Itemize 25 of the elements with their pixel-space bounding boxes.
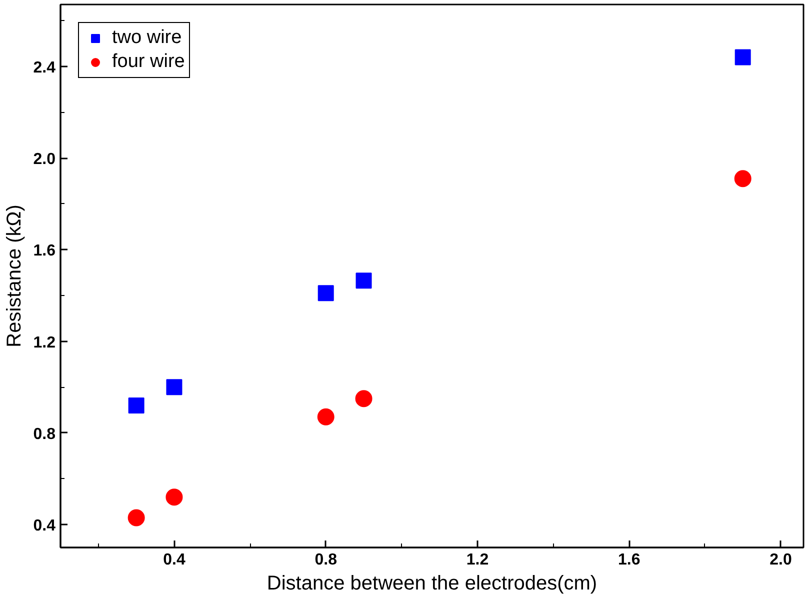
y-axis-title: Resistance (kΩ) xyxy=(3,204,26,348)
y-tick-label: 1.2 xyxy=(33,334,56,352)
y-tick-label: 2.4 xyxy=(33,59,56,76)
point xyxy=(317,408,334,426)
x-tick-label: 1.2 xyxy=(466,552,489,568)
point xyxy=(128,509,145,526)
x-tick-label: 0.8 xyxy=(314,552,338,568)
legend-label: two wire xyxy=(112,27,182,49)
point xyxy=(128,397,144,414)
x-axis-title: Distance between the electrodes(cm) xyxy=(266,572,598,594)
x-tick-label: 0.4 xyxy=(163,552,186,568)
point xyxy=(166,488,183,506)
y-tick-label: 0.4 xyxy=(33,518,56,535)
point xyxy=(166,379,182,396)
x-tick-label: 2.0 xyxy=(770,552,792,568)
y-tick-label: 1.6 xyxy=(33,242,56,260)
point xyxy=(356,272,372,289)
x-tick-label: 1.6 xyxy=(618,552,640,568)
legend-label: four wire xyxy=(112,51,185,73)
point xyxy=(318,285,334,302)
y-tick-label: 2.0 xyxy=(33,151,56,168)
y-tick-label: 0.8 xyxy=(33,426,56,443)
point xyxy=(355,390,372,408)
point xyxy=(734,170,752,188)
point xyxy=(734,49,751,66)
